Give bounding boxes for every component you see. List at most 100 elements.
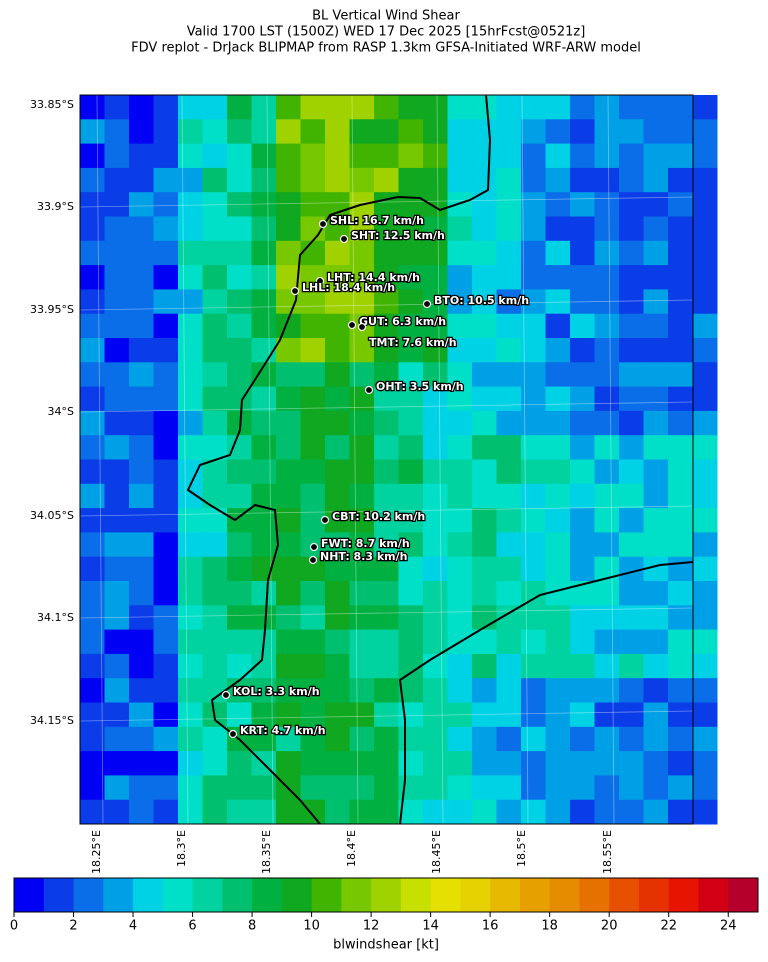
map-cell	[178, 726, 203, 752]
map-cell	[153, 119, 179, 145]
map-cell	[276, 192, 301, 217]
map-cell	[447, 216, 473, 242]
map-cell	[276, 143, 301, 169]
map-cell	[423, 508, 448, 533]
map-cell	[594, 167, 620, 193]
map-cell	[178, 508, 203, 533]
map-cell	[300, 95, 326, 120]
map-cell	[178, 459, 203, 485]
colorbar-tick-label: 8	[248, 919, 256, 934]
map-cell	[153, 216, 179, 242]
map-cell	[692, 483, 718, 509]
map-cell	[325, 240, 350, 266]
colorbar-swatch	[400, 878, 432, 912]
graticule	[266, 94, 274, 825]
map-cell	[349, 410, 375, 436]
map-cell	[104, 459, 130, 485]
graticule	[79, 299, 694, 311]
map-cell	[178, 119, 203, 145]
colorbar-swatch	[698, 878, 729, 912]
map-cell	[202, 605, 228, 631]
map-cell	[521, 483, 546, 509]
map-cell	[594, 313, 620, 339]
map-cell	[276, 240, 301, 266]
map-cell	[178, 265, 203, 290]
map-cell	[496, 410, 522, 436]
map-cell	[104, 289, 130, 315]
map-cell	[447, 581, 473, 606]
map-cell	[349, 532, 375, 558]
map-cell	[398, 459, 424, 485]
map-cell	[374, 338, 399, 363]
map-cell	[570, 629, 595, 655]
map-cell	[202, 629, 228, 655]
map-cell	[668, 410, 693, 436]
map-cell	[398, 751, 424, 776]
map-cell	[521, 459, 546, 485]
map-cell	[472, 240, 497, 266]
map-cell	[619, 653, 644, 679]
map-cell	[668, 702, 693, 728]
map-cell	[545, 726, 571, 752]
map-cell	[643, 95, 669, 120]
map-cell	[496, 653, 522, 679]
map-cell	[80, 435, 105, 460]
map-cell	[129, 265, 154, 290]
map-cell	[472, 143, 497, 169]
map-cell	[619, 629, 644, 655]
map-cell	[594, 508, 620, 533]
map-cell	[227, 702, 252, 728]
map-cell	[692, 167, 718, 193]
map-cell	[178, 532, 203, 558]
map-cell	[643, 289, 669, 315]
map-cell	[545, 751, 571, 776]
map-cell	[276, 435, 301, 460]
map-cell	[80, 532, 105, 558]
map-cell	[496, 167, 522, 193]
map-cell	[178, 167, 203, 193]
map-cell	[619, 702, 644, 728]
map-cell	[643, 702, 669, 728]
map-cell	[80, 702, 105, 728]
map-cell	[570, 216, 595, 242]
map-cell	[80, 362, 105, 388]
colorbar-swatch	[222, 878, 253, 912]
title-line: BL Vertical Wind Shear	[312, 9, 460, 24]
map-cell	[643, 435, 669, 460]
map-cell	[349, 702, 375, 728]
map-cell	[570, 289, 595, 315]
map-cell	[129, 216, 154, 242]
map-cell	[227, 313, 252, 339]
map-cell	[692, 313, 718, 339]
map-cell	[619, 410, 644, 436]
map-cell	[447, 799, 473, 825]
map-cell	[178, 289, 203, 315]
map-cell	[570, 338, 595, 363]
map-cell	[472, 435, 497, 460]
map-cell	[692, 216, 718, 242]
map-cell	[80, 556, 105, 582]
map-cell	[325, 799, 350, 825]
map-cell	[153, 653, 179, 679]
map-cell	[374, 410, 399, 436]
map-cell	[178, 386, 203, 412]
map-cell	[521, 95, 546, 120]
map-cell	[129, 532, 154, 558]
map-cell	[300, 410, 326, 436]
map-cell	[276, 702, 301, 728]
map-cell	[472, 532, 497, 558]
map-cell	[668, 726, 693, 752]
map-cell	[545, 338, 571, 363]
map-cell	[153, 289, 179, 315]
map-cell	[447, 702, 473, 728]
lon-label: 18.5°E	[515, 830, 528, 867]
map-cell	[570, 435, 595, 460]
map-cell	[472, 459, 497, 485]
map-cell	[227, 240, 252, 266]
map-cell	[398, 556, 424, 582]
map-cell	[521, 629, 546, 655]
map-cell	[521, 556, 546, 582]
map-cell	[545, 459, 571, 485]
map-cell	[251, 119, 277, 145]
map-cell	[251, 95, 277, 120]
